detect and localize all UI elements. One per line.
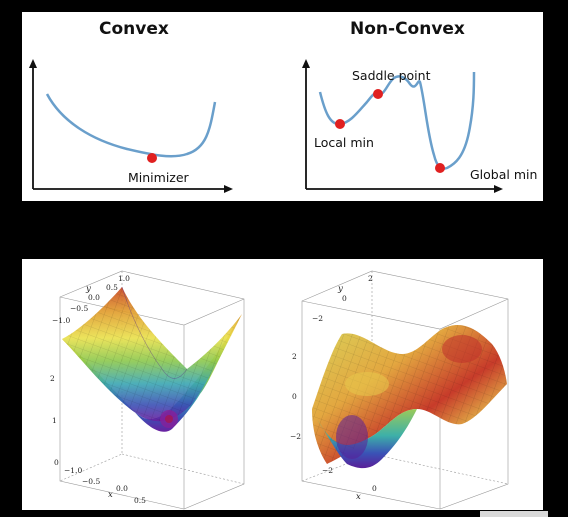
left-x-axis-label: x [108, 490, 113, 500]
right-x-tick: −2 [322, 466, 333, 475]
right-y-tick: 0 [342, 294, 347, 303]
saddle-point-label: Saddle point [352, 68, 431, 83]
nonconvex-y-axis-arrow [302, 59, 310, 68]
nonconvex-x-axis-arrow [494, 185, 503, 193]
right-z-tick: −2 [290, 432, 301, 441]
left-z-tick: 0 [54, 458, 59, 467]
left-surface-plot [59, 270, 245, 510]
left-y-tick: −0.5 [70, 304, 88, 313]
right-x-axis-label: x [356, 492, 361, 502]
minimizer-point [147, 153, 157, 163]
right-z-tick: 0 [292, 392, 297, 401]
scrollbar[interactable] [480, 511, 548, 517]
local-min-point [335, 119, 345, 129]
local-min-label: Local min [314, 135, 374, 150]
right-z-tick: 2 [292, 352, 297, 361]
minimizer-label: Minimizer [128, 170, 189, 185]
convex-title: Convex [99, 19, 169, 39]
left-x-tick: −0.5 [82, 477, 100, 486]
right-x-tick: 0 [372, 484, 377, 493]
right-y-axis-label: y [337, 284, 343, 294]
left-y-axis-label: y [85, 284, 91, 294]
saddle-point [373, 89, 383, 99]
left-y-tick: 0.5 [106, 283, 118, 292]
left-y-tick: 0.0 [88, 293, 100, 302]
global-min-label: Global min [470, 167, 538, 182]
right-y-tick: −2 [312, 314, 323, 323]
left-z-tick: 1 [52, 416, 57, 425]
left-x-tick: 0.0 [116, 484, 128, 493]
left-z-tick: 2 [50, 374, 55, 383]
global-min-point [435, 163, 445, 173]
top-panel: Convex Non-Convex Minimizer Saddle point… [22, 12, 543, 201]
bottom-panel: y 1.0 0.5 0.0 −0.5 −1.0 2 1 0 −1.0 −0.5 … [22, 259, 543, 510]
nonconvex-curve [318, 71, 476, 170]
nonconvex-title: Non-Convex [350, 19, 465, 39]
convex-x-axis-arrow [224, 185, 233, 193]
left-x-tick: 0.5 [134, 496, 146, 505]
convex-plot [29, 59, 503, 193]
convex-y-axis-arrow [29, 59, 37, 68]
surface-plots: y 1.0 0.5 0.0 −0.5 −1.0 2 1 0 −1.0 −0.5 … [50, 270, 509, 510]
left-x-tick: −1.0 [64, 466, 82, 475]
convex-curve [45, 93, 217, 158]
right-y-tick: 2 [368, 274, 373, 283]
left-y-tick: −1.0 [52, 316, 70, 325]
left-y-tick: 1.0 [118, 274, 130, 283]
